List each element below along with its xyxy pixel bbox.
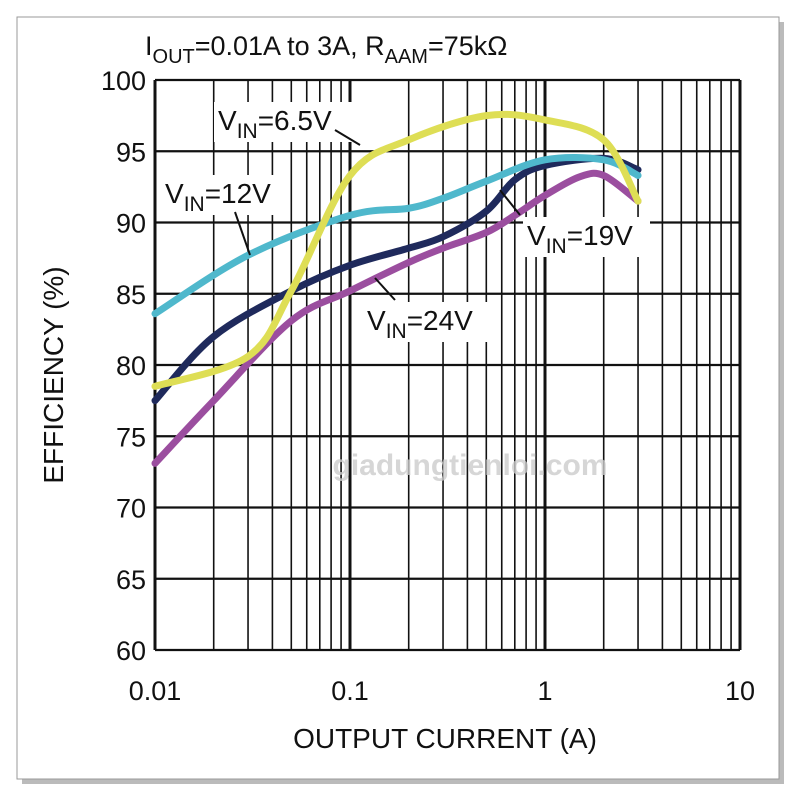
series-label-vin-6-5v: VIN=6.5V xyxy=(218,105,332,143)
leader-line xyxy=(234,211,251,256)
series-label-bg xyxy=(363,302,490,342)
grid xyxy=(153,78,742,652)
y-tick-label: 90 xyxy=(116,209,146,239)
series-line-vin-6-5v xyxy=(151,110,642,390)
series-label-vin-19v: VIN=19V xyxy=(527,220,633,258)
series-label-vin-12v: VIN=12V xyxy=(165,178,271,216)
leader-line xyxy=(374,277,396,301)
y-tick-label: 70 xyxy=(116,494,146,524)
watermark: giadungtienloi.com xyxy=(333,449,608,482)
series-line-vin-19v xyxy=(151,154,642,405)
y-tick-label: 65 xyxy=(116,565,146,595)
y-axis-label: EFFICIENCY (%) xyxy=(38,266,69,483)
x-tick-label: 1 xyxy=(537,676,552,706)
x-tick-label: 0.01 xyxy=(129,676,182,706)
y-tick-label: 85 xyxy=(116,280,146,310)
leader-line xyxy=(334,129,361,146)
y-tick-label: 60 xyxy=(116,636,146,666)
y-tick-label: 100 xyxy=(101,66,146,96)
x-tick-label: 0.1 xyxy=(331,676,369,706)
series-label-bg xyxy=(161,175,288,215)
series-label-bg xyxy=(214,102,358,142)
series-line-vin-12v xyxy=(151,153,642,318)
series-group xyxy=(151,110,642,467)
tick-labels: 0.01 0.1 1 10 60 65 70 75 80 85 90 95 100 xyxy=(101,66,755,706)
y-tick-label: 75 xyxy=(116,422,146,452)
series-labels: VIN=24V VIN=19V VIN=12V VIN=6.5V xyxy=(161,102,650,343)
chart-title: IOUT=0.01A to 3A, RAAM=75kΩ xyxy=(145,31,507,68)
y-tick-label: 80 xyxy=(116,351,146,381)
series-label-bg xyxy=(523,217,650,257)
series-label-vin-24v: VIN=24V xyxy=(367,305,473,343)
x-tick-label: 10 xyxy=(725,676,755,706)
x-axis-label: OUTPUT CURRENT (A) xyxy=(293,723,597,754)
leader-line xyxy=(499,189,521,216)
y-tick-label: 95 xyxy=(116,137,146,167)
